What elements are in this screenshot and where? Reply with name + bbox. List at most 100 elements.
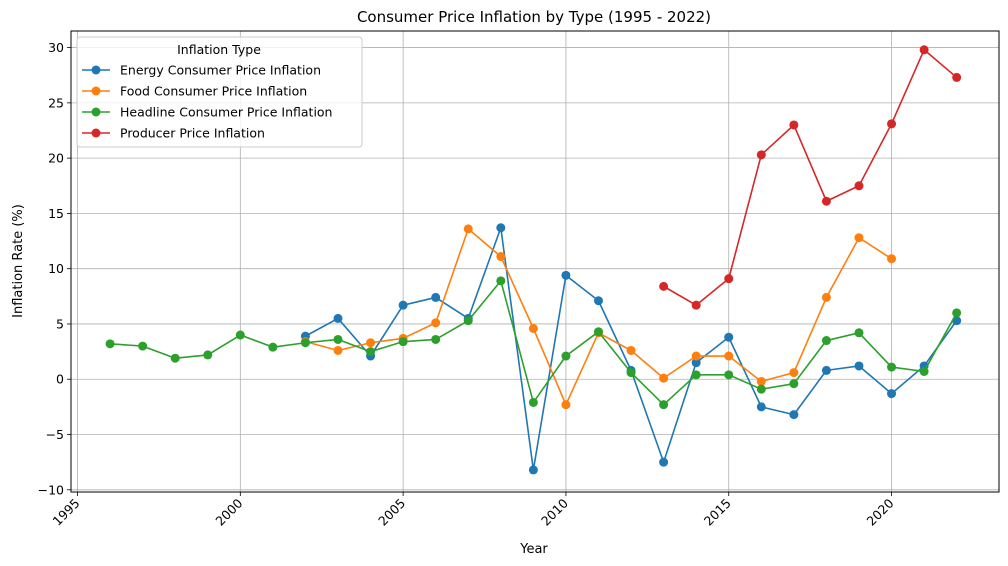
data-point [691,358,701,368]
x-tick-label: 2015 [701,496,734,529]
data-point [691,370,701,380]
legend-item: Headline Consumer Price Inflation [82,105,332,120]
legend-label: Producer Price Inflation [120,126,265,141]
x-axis-ticks: 1995 2000 2005 2010 2015 2020 [50,492,897,529]
legend-title: Inflation Type [177,42,261,57]
x-tick-label: 2000 [212,495,245,528]
y-tick-label: 0 [56,372,64,387]
data-point [756,402,766,412]
legend: Inflation Type Energy Consumer Price Inf… [76,36,363,148]
legend-box [76,36,363,148]
legend-swatch-marker [91,65,101,75]
data-point [724,370,734,380]
data-point [789,368,799,378]
data-point [300,338,310,348]
data-point [431,334,441,344]
data-point [561,400,571,410]
y-axis-title: Inflation Rate (%) [11,204,26,318]
legend-swatch-marker [91,128,101,138]
data-point [691,351,701,361]
data-point [268,342,278,352]
legend-label: Energy Consumer Price Inflation [120,63,321,78]
data-point [789,379,799,389]
data-point [496,276,506,286]
data-point [821,292,831,302]
data-point [561,270,571,280]
data-point [398,337,408,347]
data-point [333,345,343,355]
data-point [854,233,864,243]
data-point [626,368,636,378]
data-point [952,72,962,82]
data-point [887,362,897,372]
y-axis-ticks: −10 −5 0 5 10 15 20 25 30 [38,40,71,497]
data-point [854,328,864,338]
y-tick-label: −10 [38,482,64,497]
data-point [431,318,441,328]
data-point [235,330,245,340]
legend-item: Producer Price Inflation [82,126,265,141]
data-point [789,410,799,420]
series-1 [300,224,897,410]
y-tick-label: 30 [48,40,64,55]
series-line [663,48,958,306]
legend-label: Headline Consumer Price Inflation [120,105,332,120]
y-tick-label: 10 [48,261,64,276]
legend-item: Food Consumer Price Inflation [82,84,307,99]
x-tick-label: 2010 [538,495,571,528]
x-tick-label: 2005 [375,496,408,529]
data-point [561,351,571,361]
y-tick-label: 5 [56,316,64,331]
data-point [398,300,408,310]
data-point [626,345,636,355]
data-point [724,351,734,361]
data-point [366,347,376,357]
data-point [659,281,669,291]
data-point [496,252,506,262]
data-point [854,181,864,191]
data-point [887,254,897,264]
series-2 [105,276,962,410]
data-point [952,308,962,318]
chart-title: Consumer Price Inflation by Type (1995 -… [357,8,711,26]
legend-item: Energy Consumer Price Inflation [82,63,321,78]
y-tick-label: 20 [48,151,64,166]
y-tick-label: 15 [48,206,64,221]
data-point [659,373,669,383]
data-point [528,397,538,407]
data-point [854,361,864,371]
data-point [333,313,343,323]
data-point [919,366,929,376]
series-line [305,228,892,406]
data-point [138,341,148,351]
data-point [105,339,115,349]
data-point [659,457,669,467]
data-point [463,224,473,234]
data-point [593,296,603,306]
data-point [887,119,897,129]
series-3 [659,45,962,310]
data-point [431,292,441,302]
data-point [724,332,734,342]
y-tick-label: 25 [48,95,64,110]
legend-swatch-marker [91,86,101,96]
data-point [593,327,603,337]
data-point [821,365,831,375]
data-point [333,334,343,344]
plot-frame [70,30,1000,493]
data-point [528,465,538,475]
data-point [756,150,766,160]
data-point [821,196,831,206]
data-point [496,223,506,233]
legend-items: Energy Consumer Price Inflation Food Cons… [82,63,332,141]
data-point [203,350,213,360]
data-point [170,353,180,363]
data-point [528,323,538,333]
data-point [887,389,897,399]
data-point [724,274,734,284]
data-point [659,400,669,410]
legend-swatch-marker [91,107,101,117]
data-point [919,45,929,55]
x-tick-label: 2020 [864,495,897,528]
